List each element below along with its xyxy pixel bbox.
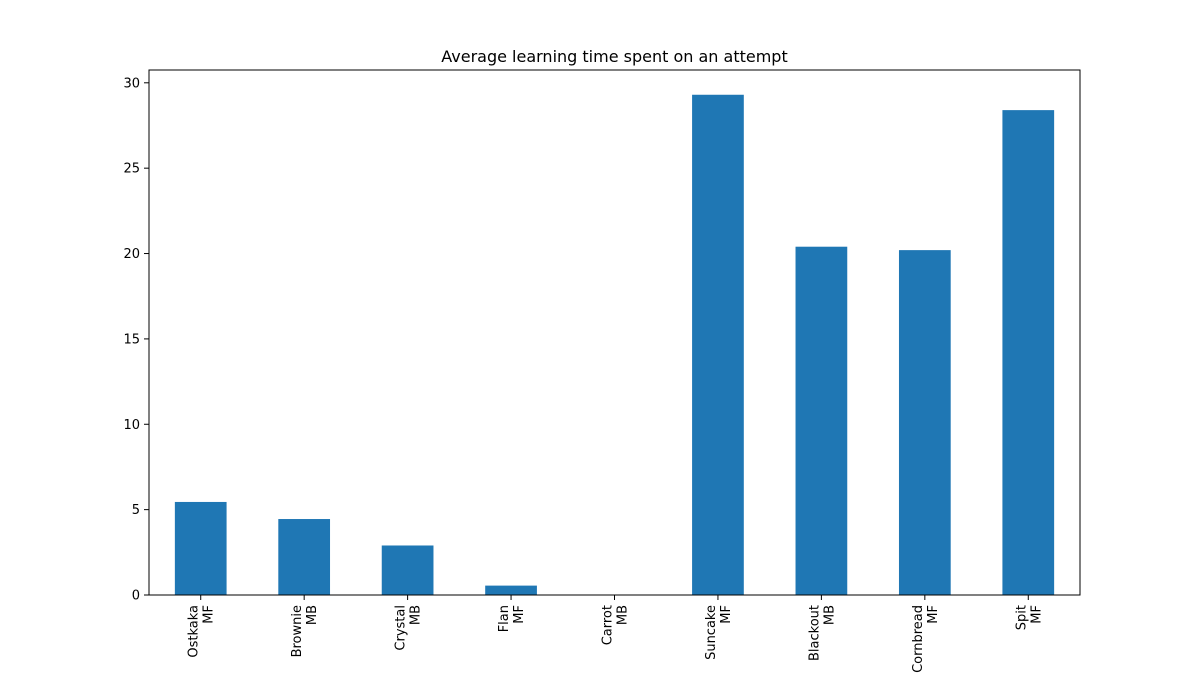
x-tick-label-group: MF (1029, 605, 1044, 624)
x-tick-label-name: Flan (497, 605, 512, 632)
x-tick-label-name: Ostkaka (187, 605, 202, 658)
x-axis: OstkakaMF BrownieMB CrystalMB FlanMF CarrotM… (187, 595, 1044, 673)
x-tick-label-group: MB (822, 605, 837, 625)
svg-text:OstkakaMF: OstkakaMF (187, 605, 217, 658)
bar-blackout (795, 246, 848, 595)
x-tick-label: SuncakeMF (704, 605, 734, 660)
y-tick-label: 5 (132, 503, 140, 518)
svg-text:BrownieMB: BrownieMB (290, 605, 320, 657)
bar-brownie (278, 519, 331, 595)
x-tick-label-name: Cornbread (911, 605, 926, 673)
x-tick-label-group: MF (926, 605, 941, 624)
x-tick-label: FlanMF (497, 605, 527, 632)
svg-text:SuncakeMF: SuncakeMF (704, 605, 734, 660)
x-tick-label-group: MF (202, 605, 217, 624)
bar-spit (1002, 110, 1055, 595)
y-axis: 0 5 10 15 20 25 30 (123, 76, 149, 604)
bar-cornbread (898, 250, 951, 595)
x-tick-label: BrownieMB (290, 605, 320, 657)
svg-text:CornbreadMF: CornbreadMF (911, 605, 941, 673)
y-tick-label: 0 (132, 589, 140, 604)
svg-text:BlackoutMB: BlackoutMB (807, 605, 837, 661)
svg-text:CarrotMB: CarrotMB (601, 605, 631, 645)
bar-suncake (692, 94, 744, 595)
bar-crystal (381, 545, 434, 595)
x-tick-label-name: Carrot (601, 605, 616, 645)
y-tick-label: 20 (123, 247, 140, 262)
bars-group (174, 94, 1055, 595)
bar-ostkaka (174, 501, 227, 595)
y-tick-label: 30 (123, 76, 140, 91)
x-tick-label-name: Spit (1014, 605, 1029, 630)
x-tick-label-group: MB (616, 605, 631, 625)
x-tick-label: CrystalMB (394, 605, 424, 651)
svg-text:FlanMF: FlanMF (497, 605, 527, 632)
plot-frame (148, 69, 1081, 596)
x-tick-label-group: MF (512, 605, 527, 624)
y-tick-label: 10 (123, 418, 140, 433)
x-tick-label-name: Blackout (807, 605, 822, 661)
x-tick-label: OstkakaMF (187, 605, 217, 658)
x-tick-label: CornbreadMF (911, 605, 941, 673)
x-tick-label: CarrotMB (601, 605, 631, 645)
svg-text:CrystalMB: CrystalMB (394, 605, 424, 651)
bar-flan (485, 585, 537, 595)
x-tick-label: SpitMF (1014, 605, 1044, 630)
x-tick-label-group: MB (305, 605, 320, 625)
x-tick-label-group: MF (719, 605, 734, 624)
x-tick-label-name: Crystal (394, 605, 409, 651)
y-tick-label: 15 (123, 332, 140, 347)
chart-title: Average learning time spent on an attemp… (441, 47, 787, 66)
x-tick-label-name: Brownie (290, 605, 305, 657)
x-tick-label: BlackoutMB (807, 605, 837, 661)
x-tick-label-name: Suncake (704, 605, 719, 660)
svg-text:SpitMF: SpitMF (1014, 605, 1044, 630)
y-tick-label: 25 (123, 162, 140, 177)
x-tick-label-group: MB (409, 605, 424, 625)
